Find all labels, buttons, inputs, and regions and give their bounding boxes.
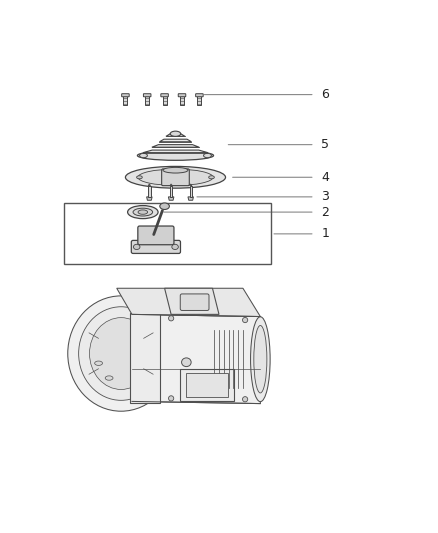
FancyBboxPatch shape: [180, 294, 209, 310]
FancyBboxPatch shape: [178, 94, 186, 97]
FancyBboxPatch shape: [170, 185, 172, 197]
Ellipse shape: [182, 358, 191, 367]
Ellipse shape: [169, 316, 174, 321]
FancyBboxPatch shape: [161, 94, 168, 97]
Text: 3: 3: [321, 190, 329, 204]
Text: 1: 1: [321, 228, 329, 240]
Ellipse shape: [169, 396, 174, 401]
Ellipse shape: [127, 206, 158, 219]
Ellipse shape: [125, 166, 226, 188]
Polygon shape: [180, 369, 234, 401]
Ellipse shape: [89, 318, 152, 390]
FancyBboxPatch shape: [138, 226, 174, 245]
Text: 6: 6: [321, 88, 329, 101]
Ellipse shape: [204, 154, 212, 158]
Ellipse shape: [254, 326, 267, 393]
Ellipse shape: [138, 151, 214, 160]
Polygon shape: [147, 197, 152, 200]
FancyBboxPatch shape: [180, 96, 184, 105]
Ellipse shape: [138, 210, 148, 214]
Polygon shape: [165, 288, 219, 314]
Polygon shape: [186, 373, 228, 397]
Ellipse shape: [134, 244, 140, 249]
Text: 4: 4: [321, 171, 329, 184]
FancyBboxPatch shape: [198, 96, 201, 105]
Ellipse shape: [170, 131, 181, 136]
Ellipse shape: [138, 169, 213, 185]
Text: 2: 2: [321, 206, 329, 219]
Ellipse shape: [243, 397, 248, 402]
Ellipse shape: [79, 307, 163, 400]
FancyBboxPatch shape: [124, 96, 127, 105]
Ellipse shape: [160, 203, 170, 209]
FancyBboxPatch shape: [148, 185, 151, 197]
Ellipse shape: [68, 296, 174, 411]
Polygon shape: [132, 314, 260, 403]
Polygon shape: [188, 197, 194, 200]
Ellipse shape: [163, 167, 188, 173]
FancyBboxPatch shape: [131, 240, 180, 254]
Ellipse shape: [137, 176, 142, 179]
Ellipse shape: [251, 317, 270, 402]
Polygon shape: [170, 184, 172, 185]
FancyBboxPatch shape: [145, 96, 149, 105]
Text: 5: 5: [321, 138, 329, 151]
Polygon shape: [190, 184, 192, 185]
Polygon shape: [152, 144, 199, 147]
Ellipse shape: [133, 208, 152, 216]
Ellipse shape: [243, 318, 248, 322]
Polygon shape: [148, 184, 151, 185]
Polygon shape: [159, 139, 191, 142]
Ellipse shape: [105, 376, 113, 380]
Ellipse shape: [208, 176, 214, 179]
Polygon shape: [117, 288, 260, 317]
Polygon shape: [130, 313, 160, 403]
Ellipse shape: [95, 361, 102, 366]
FancyBboxPatch shape: [162, 96, 166, 105]
Polygon shape: [143, 150, 208, 152]
FancyBboxPatch shape: [143, 94, 151, 97]
Polygon shape: [166, 134, 185, 136]
Ellipse shape: [140, 154, 148, 158]
Polygon shape: [168, 197, 174, 200]
FancyBboxPatch shape: [122, 94, 129, 97]
FancyBboxPatch shape: [162, 169, 189, 185]
Ellipse shape: [172, 244, 178, 249]
FancyBboxPatch shape: [196, 94, 203, 97]
FancyBboxPatch shape: [190, 185, 192, 197]
